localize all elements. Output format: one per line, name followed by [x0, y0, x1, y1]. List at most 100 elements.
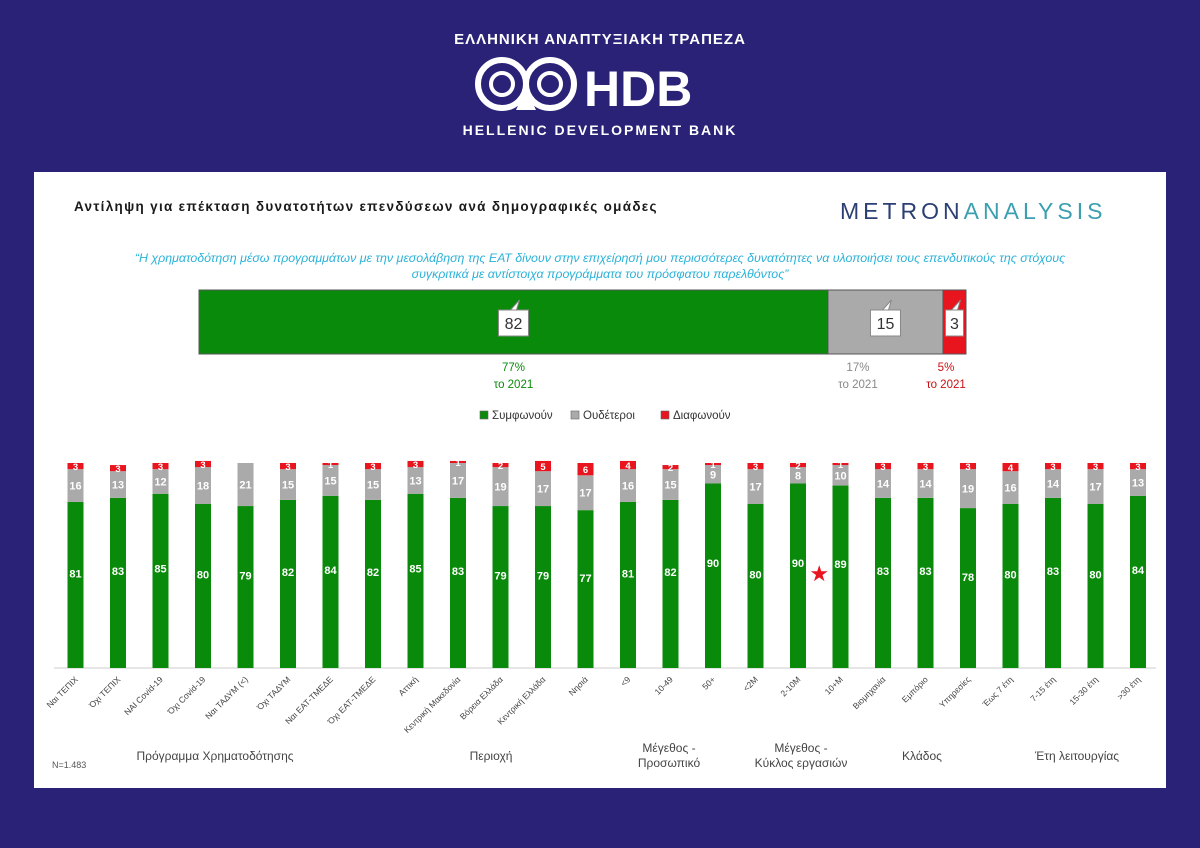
bar-1-10: [492, 467, 509, 507]
bar-label-0-10: 79: [494, 571, 506, 583]
bar-1-12: [577, 475, 594, 511]
bar-2-6: [322, 463, 339, 466]
bar-1-21: [960, 469, 976, 509]
category-label-4: Ναι ΤΑΔΥΜ (<): [203, 674, 250, 721]
bar-1-17: [790, 467, 806, 484]
bar-label-2-2: 3: [158, 462, 163, 473]
legend-label-2: Διαφωνούν: [673, 410, 731, 422]
bar-2-11: [535, 460, 551, 472]
bar-label-2-15: 1: [710, 460, 716, 471]
bar-label-2-25: 3: [1135, 462, 1140, 473]
bar-label-2-16: 3: [753, 462, 758, 473]
bar-1-14: [662, 469, 679, 500]
bar-label-0-19: 83: [877, 566, 889, 578]
bar-label-0-3: 80: [197, 570, 209, 582]
bar-2-18: [832, 463, 849, 466]
bar-1-18: [832, 465, 849, 486]
category-label-3: Όχι Covid-19: [165, 674, 208, 717]
bar-label-1-25: 13: [1132, 477, 1144, 489]
category-label-10: Βόρεια Ελλάδα: [458, 674, 505, 721]
bar-label-1-10: 19: [494, 482, 506, 494]
bar-0-21: [960, 508, 976, 668]
bar-label-0-2: 85: [154, 564, 166, 576]
group-label-0: Πρόγραμμα Χρηματοδότησης: [136, 749, 293, 763]
bar-label-0-8: 85: [409, 564, 421, 576]
bar-label-2-19: 3: [880, 462, 885, 473]
bar-label-1-20: 14: [919, 479, 932, 491]
bar-1-16: [747, 469, 764, 504]
bar-1-19: [875, 469, 891, 498]
bar-2-5: [280, 463, 296, 470]
bar-label-2-9: 1: [455, 458, 461, 469]
category-label-21: Υπηρεσίες: [937, 674, 972, 709]
bar-0-14: [662, 499, 679, 668]
bar-0-5: [280, 499, 296, 668]
bar-2-17: [790, 463, 806, 468]
group-label-5: Έτη λειτουργίας: [1034, 749, 1119, 763]
bar-0-15: [705, 483, 721, 668]
bar-2-20: [917, 463, 934, 470]
category-label-0: Ναι ΤΕΠΙΧ: [44, 674, 80, 710]
bar-label-0-24: 80: [1089, 570, 1101, 582]
category-label-17: 2-10M: [778, 674, 802, 698]
bar-label-2-14: 2: [668, 463, 673, 474]
bar-2-9: [450, 460, 466, 463]
bar-label-1-24: 17: [1089, 482, 1101, 494]
category-label-12: Νησιά: [567, 674, 590, 697]
bar-1-4: [237, 463, 254, 507]
overall-callout-pointer-0: [509, 299, 520, 311]
quote-line-2: συγκριτικά με αντίστοιχα προγράμματα του…: [411, 267, 789, 281]
bar-label-0-7: 82: [367, 567, 379, 579]
bar-2-23: [1045, 463, 1061, 470]
bar-label-1-4: 21: [239, 480, 251, 492]
metron-analysis-logo: METRONANALYSIS: [840, 198, 1106, 225]
overall-callout-box-1: [869, 309, 901, 337]
bar-2-21: [960, 463, 976, 470]
bar-2-25: [1130, 463, 1146, 470]
group-label-2-line1: Μέγεθος -: [642, 741, 695, 755]
bar-2-14: [662, 465, 679, 470]
bar-label-0-14: 82: [664, 567, 676, 579]
bar-0-11: [535, 506, 551, 668]
group-label-3-line1: Μέγεθος -: [774, 741, 827, 755]
bar-label-1-22: 16: [1004, 483, 1016, 495]
brand-part1: METRON: [840, 198, 964, 224]
bar-label-1-18: 10: [834, 470, 846, 482]
overall-callout-pointer-1: [881, 299, 892, 311]
bar-2-19: [875, 463, 891, 470]
bar-0-7: [365, 499, 381, 668]
bar-2-15: [705, 463, 721, 466]
bar-1-7: [365, 469, 381, 500]
overall-value-0: 82: [505, 316, 523, 333]
legend-label-0: Συμφωνούν: [492, 410, 553, 422]
bar-label-1-11: 17: [537, 484, 549, 496]
bar-label-2-0: 3: [73, 462, 78, 473]
bar-0-19: [875, 497, 891, 668]
quote-line-1: “Η χρηματοδότηση μέσω προγραμμάτων με τη…: [134, 251, 1066, 265]
bar-1-13: [620, 469, 636, 502]
bar-0-2: [152, 493, 169, 668]
bar-label-0-22: 80: [1004, 570, 1016, 582]
bar-0-24: [1087, 504, 1104, 668]
bar-label-0-25: 84: [1132, 565, 1145, 577]
star-annotation-icon: ★: [809, 562, 829, 587]
bar-label-0-18: 89: [834, 559, 846, 571]
category-label-19: Βιομηχανία: [851, 674, 888, 711]
bar-0-6: [322, 495, 339, 668]
bar-label-1-1: 13: [112, 480, 124, 492]
group-label-1: Περιοχή: [470, 749, 513, 763]
bar-label-2-21: 3: [965, 462, 970, 473]
bar-2-3: [195, 460, 211, 468]
category-label-20: Εμπόριο: [900, 674, 930, 704]
bar-label-1-0: 16: [69, 481, 81, 493]
category-label-13: <9: [618, 674, 632, 688]
category-label-14: 10-49: [652, 674, 675, 697]
bar-label-1-12: 17: [579, 488, 591, 500]
bar-label-2-23: 3: [1050, 462, 1055, 473]
category-label-18: 10+M: [823, 674, 845, 696]
bar-label-0-16: 80: [749, 570, 761, 582]
hdb-logo-text: HDB: [584, 61, 692, 116]
bar-2-7: [365, 463, 381, 470]
hdb-logo: HDB: [475, 57, 692, 116]
bar-0-20: [917, 497, 934, 668]
